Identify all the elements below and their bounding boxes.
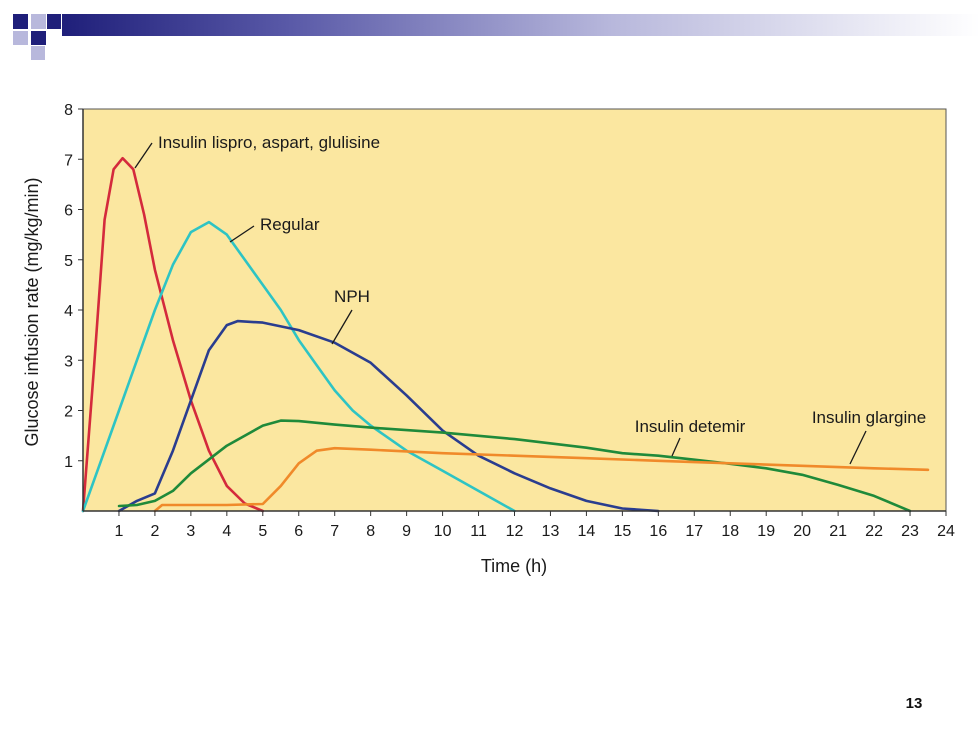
series-layer [81,156,930,513]
x-tick-label: 7 [330,523,339,540]
x-tick-label: 3 [186,523,195,540]
x-tick-label: 5 [258,523,267,540]
x-tick-label: 24 [937,523,955,540]
annotation-leader-line [331,309,353,345]
x-tick-label: 6 [294,523,303,540]
y-tick-label: 4 [64,303,73,320]
header-square-bottom [31,46,45,60]
insulin-action-chart: 1 2 3 4 5 6 7 8 9 10 11 12 13 14 15 16 17 18 19 20 21 22 23 24 … [22,102,955,576]
annotations: Insulin lispro, aspart, glulisine Regular… [134,133,926,465]
y-tick-label: 5 [64,253,73,270]
annotation-label: Insulin lispro, aspart, glulisine [158,133,380,152]
x-tick-label: 8 [366,523,375,540]
x-tick-label: 20 [793,523,811,540]
y-tick-label: 7 [64,152,73,169]
y-tick-label: 6 [64,203,73,220]
x-tick-label: 21 [829,523,847,540]
x-tick-label: 23 [901,523,919,540]
x-ticks: 1 2 3 4 5 6 7 8 9 10 11 12 13 14 15 16 17 18 19 20 21 22 23 24 [115,511,955,540]
annotation-label: Insulin glargine [812,408,926,427]
y-tick-label: 1 [64,454,73,471]
y-ticks: 1 2 3 4 5 6 7 8 [64,102,83,471]
annotation-leader-line [134,142,153,169]
annotation-label: Regular [260,215,320,234]
x-tick-label: 16 [649,523,667,540]
y-tick-label: 3 [64,353,73,370]
x-tick-label: 12 [506,523,524,540]
header-bar-gradient [62,14,980,36]
x-tick-label: 2 [150,523,159,540]
annotation-label: NPH [334,287,370,306]
x-tick-label: 15 [613,523,631,540]
annotation-leader-line [229,225,255,243]
x-tick-label: 10 [434,523,452,540]
annotation-leader-line [849,430,867,465]
series-line-3 [117,419,912,513]
annotation-leader-line [671,437,681,457]
series-line-0 [81,156,265,513]
series-line-1 [81,220,516,513]
x-tick-label: 14 [578,523,596,540]
header-square-lower [31,31,46,45]
y-tick-label: 8 [64,102,73,119]
header-square-mid [47,14,61,29]
series-line-2 [117,319,660,513]
x-tick-label: 22 [865,523,883,540]
header-square-light [31,14,46,29]
header-square-dark [13,14,28,29]
annotation-label: Insulin detemir [635,417,746,436]
x-tick-label: 18 [721,523,739,540]
x-tick-label: 4 [222,523,231,540]
x-tick-label: 1 [115,523,124,540]
y-axis-title: Glucose infusion rate (mg/kg/min) [22,177,42,446]
series-line-4 [153,446,930,513]
x-tick-label: 13 [542,523,560,540]
x-tick-label: 11 [470,523,487,540]
x-tick-label: 19 [757,523,775,540]
x-tick-label: 17 [685,523,703,540]
y-tick-label: 2 [64,404,73,421]
x-tick-label: 9 [402,523,411,540]
slide-number: 13 [905,695,923,712]
x-axis-title: Time (h) [481,556,547,576]
header-square-lower-left [13,31,28,45]
plot-area [82,108,947,512]
